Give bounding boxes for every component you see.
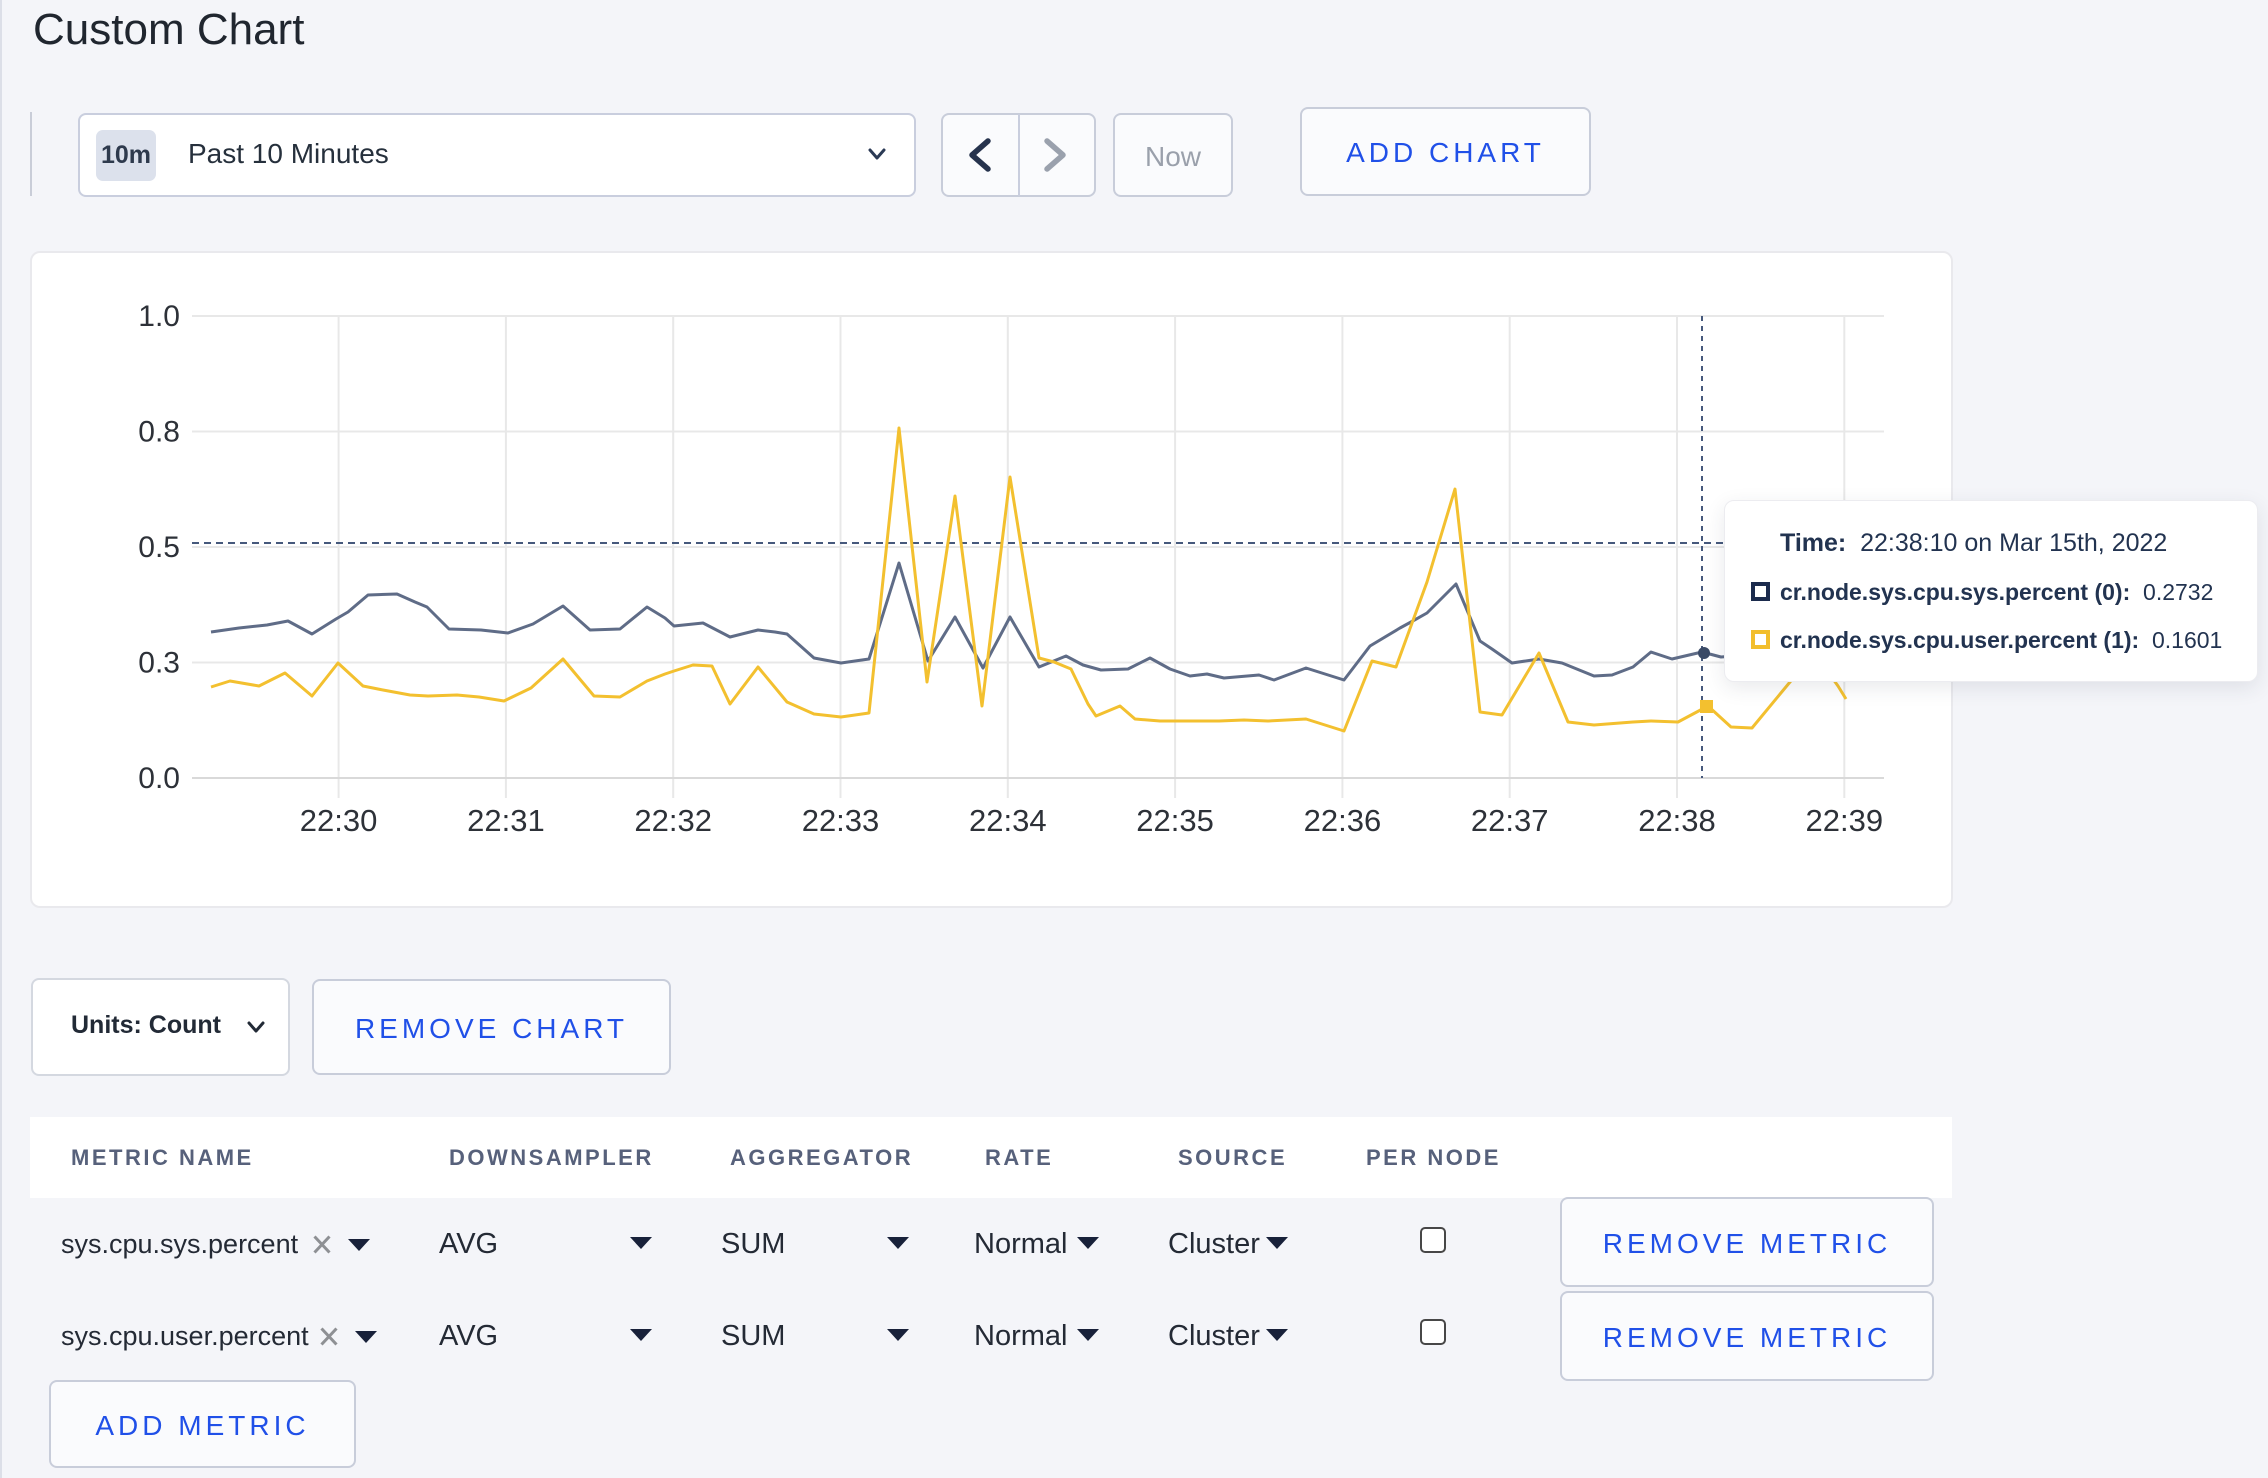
svg-text:22:30: 22:30 [300, 803, 378, 838]
svg-text:0.5: 0.5 [138, 531, 180, 564]
svg-text:22:31: 22:31 [467, 803, 545, 838]
svg-text:22:38: 22:38 [1638, 803, 1716, 838]
svg-text:22:39: 22:39 [1806, 803, 1884, 838]
svg-text:22:32: 22:32 [634, 803, 712, 838]
svg-text:22:33: 22:33 [802, 803, 880, 838]
svg-text:0.8: 0.8 [138, 416, 180, 449]
svg-text:0.0: 0.0 [138, 762, 180, 795]
svg-text:0.3: 0.3 [138, 647, 180, 680]
svg-text:22:35: 22:35 [1136, 803, 1214, 838]
svg-text:22:36: 22:36 [1304, 803, 1382, 838]
svg-text:1.0: 1.0 [138, 300, 180, 333]
svg-text:22:37: 22:37 [1471, 803, 1549, 838]
svg-text:22:34: 22:34 [969, 803, 1047, 838]
